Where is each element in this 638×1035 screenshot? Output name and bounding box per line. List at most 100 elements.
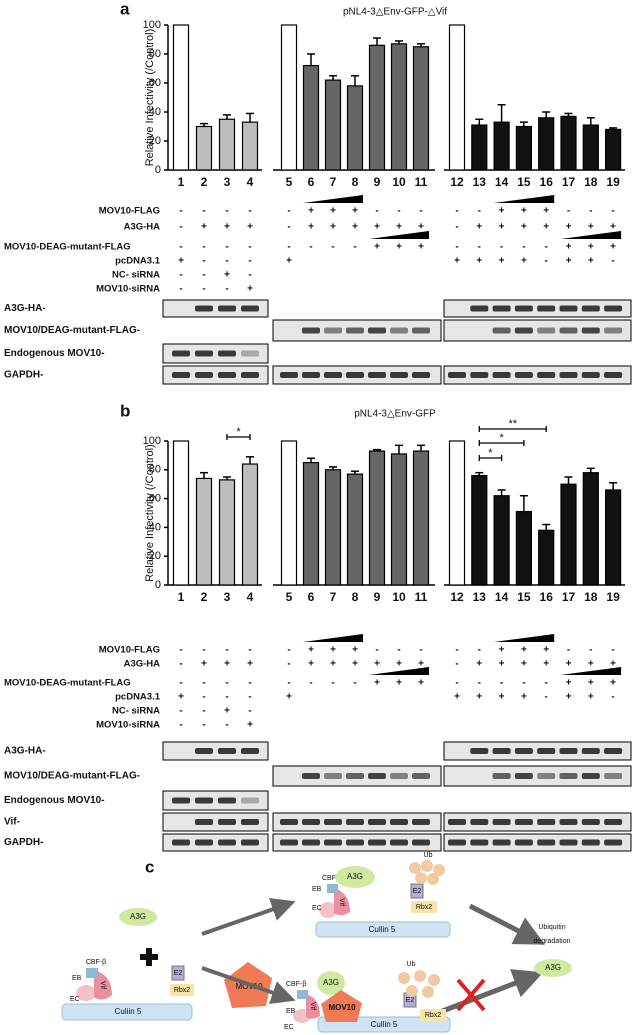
bar xyxy=(493,495,510,586)
bar xyxy=(448,440,466,586)
x-tick-label: 13 xyxy=(473,175,487,189)
y-tick-label: 20 xyxy=(149,135,161,147)
condition-cell: - xyxy=(545,256,548,267)
condition-cell: - xyxy=(353,678,356,689)
blot-band xyxy=(559,327,578,334)
blot-strip xyxy=(162,812,269,832)
y-tick-label: 100 xyxy=(143,19,161,31)
y-tick-label: 0 xyxy=(155,579,161,591)
condition-cell: - xyxy=(202,270,205,281)
condition-cell: + xyxy=(499,206,505,217)
x-tick-label: 14 xyxy=(495,590,509,604)
blot-band xyxy=(346,839,364,846)
blot-band xyxy=(195,748,213,754)
blot-band xyxy=(241,839,259,846)
bar xyxy=(324,79,342,171)
bar xyxy=(302,462,320,586)
blot-band xyxy=(324,372,342,378)
condition-label: MOV10-FLAG xyxy=(99,206,160,217)
blot-band xyxy=(241,350,259,357)
blot-band xyxy=(492,748,511,754)
condition-cell: + xyxy=(330,645,336,656)
diagram: c A3G Culiin 5 Vif CBF-β EB EC E2 Rbx2 M… xyxy=(61,852,572,1033)
bar xyxy=(448,24,466,171)
blot-band xyxy=(218,819,236,825)
condition-cell: - xyxy=(202,206,205,217)
condition-cell: - xyxy=(179,706,182,717)
condition-cell: - xyxy=(202,720,205,731)
x-tick-label: 12 xyxy=(450,590,464,604)
blot-strip xyxy=(162,790,269,811)
condition-cell: - xyxy=(478,678,481,689)
rbx-shape xyxy=(411,901,437,913)
condition-cell: - xyxy=(545,678,548,689)
bar xyxy=(471,474,488,586)
blot-band xyxy=(514,819,533,825)
x-tick-label: 1 xyxy=(178,175,185,189)
x-tick-label: 10 xyxy=(392,175,406,189)
condition-cell: - xyxy=(331,242,334,253)
bar xyxy=(560,115,577,171)
condition-cell: + xyxy=(566,256,572,267)
condition-cell: + xyxy=(352,645,358,656)
bar xyxy=(538,529,555,586)
vif-label: Vif xyxy=(99,981,106,989)
dose-wedge xyxy=(303,634,363,642)
dose-wedge xyxy=(560,667,622,675)
condition-cell: + xyxy=(308,659,314,670)
blot-band xyxy=(241,797,259,804)
condition-label: NC- siRNA xyxy=(112,706,160,717)
condition-cell: + xyxy=(543,206,549,217)
blot-band xyxy=(218,797,236,804)
condition-cell: - xyxy=(248,256,251,267)
condition-cell: + xyxy=(374,678,380,689)
blot-band xyxy=(346,372,364,378)
y-tick-label: 20 xyxy=(149,550,161,562)
blot-band xyxy=(581,327,600,334)
bar xyxy=(346,85,364,171)
condition-cell: + xyxy=(178,256,184,267)
blot-band xyxy=(280,372,298,378)
condition-cell: - xyxy=(287,659,290,670)
condition-cell: + xyxy=(610,678,616,689)
blot-band xyxy=(492,327,511,334)
panel: a pNL4-3△Env-GFP-△Vif Relative Infectivity… xyxy=(4,0,632,385)
blot-band xyxy=(559,372,578,378)
bar xyxy=(218,118,236,171)
significance-bracket xyxy=(226,434,251,440)
condition-cell: - xyxy=(611,206,614,217)
x-tick-label: 3 xyxy=(224,590,231,604)
eb-label: EB xyxy=(286,1008,296,1015)
blot-band xyxy=(604,819,623,825)
condition-cell: + xyxy=(476,659,482,670)
blot-band xyxy=(604,839,623,846)
blot-label: GAPDH- xyxy=(4,837,43,848)
blot-band xyxy=(368,327,386,334)
condition-cell: - xyxy=(455,645,458,656)
condition-cell: - xyxy=(309,242,312,253)
bar xyxy=(604,489,622,586)
condition-cell: + xyxy=(201,222,207,233)
blot-strip xyxy=(162,343,269,364)
mov10-label: MOV10 xyxy=(328,1003,356,1012)
blot-band xyxy=(492,839,511,846)
condition-cell: + xyxy=(499,659,505,670)
dose-wedge xyxy=(369,231,429,239)
condition-cell: - xyxy=(248,692,251,703)
condition-cell: - xyxy=(478,242,481,253)
condition-cell: - xyxy=(248,242,251,253)
condition-cell: - xyxy=(455,242,458,253)
condition-cell: - xyxy=(248,706,251,717)
condition-cell: - xyxy=(611,256,614,267)
condition-cell: + xyxy=(352,222,358,233)
blot-band xyxy=(302,819,320,825)
condition-cell: + xyxy=(396,222,402,233)
condition-cell: + xyxy=(396,242,402,253)
y-tick-label: 60 xyxy=(149,493,161,505)
arrow xyxy=(201,897,296,936)
condition-cell: + xyxy=(308,222,314,233)
blot-band xyxy=(537,372,556,378)
condition-cell: + xyxy=(418,659,424,670)
blot-band xyxy=(195,372,213,378)
significance-label: ** xyxy=(508,418,517,430)
